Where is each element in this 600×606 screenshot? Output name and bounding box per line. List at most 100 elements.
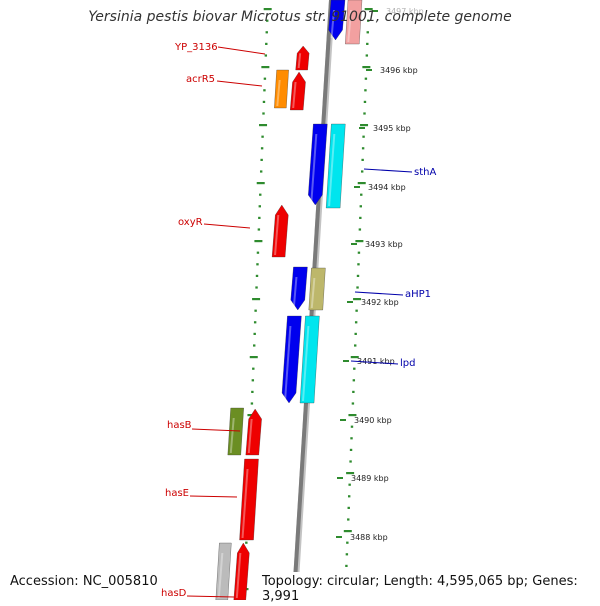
tick-right	[345, 565, 347, 567]
tick-left	[251, 391, 253, 393]
tick-right	[355, 240, 363, 242]
tick-left	[261, 66, 269, 68]
kbp-tick	[366, 69, 372, 71]
gene-label-lpd: lpd	[400, 358, 415, 369]
tick-left	[261, 147, 263, 149]
kbp-label: 3495 kbp	[373, 124, 411, 133]
tick-left	[257, 182, 265, 184]
tick-right	[356, 286, 358, 288]
genome-title: Yersinia pestis biovar Microtus str. 910…	[0, 9, 600, 25]
tick-left	[252, 379, 254, 381]
kbp-label: 3496 kbp	[380, 66, 418, 75]
tick-left	[252, 368, 254, 370]
kbp-tick	[354, 186, 360, 188]
tick-right	[361, 159, 363, 161]
tick-left	[260, 170, 262, 172]
tick-left	[255, 286, 257, 288]
tick-left	[254, 321, 256, 323]
kbp-label: 3488 kbp	[350, 533, 388, 542]
gene-box-gray	[216, 543, 232, 600]
tick-right	[366, 43, 368, 45]
leader-line-left	[218, 47, 265, 54]
topology-info: Topology: circular; Length: 4,595,065 bp…	[258, 572, 600, 606]
tick-left	[245, 542, 247, 544]
gene-label-hase: hasE	[165, 488, 189, 499]
tick-right	[359, 228, 361, 230]
tick-right	[362, 66, 370, 68]
gene-box-hasb	[228, 408, 244, 455]
tick-right	[362, 147, 364, 149]
leader-line-right	[364, 169, 412, 172]
tick-left	[256, 275, 258, 277]
tick-right	[361, 170, 363, 172]
tick-right	[360, 194, 362, 196]
tick-left	[258, 217, 260, 219]
tick-right	[352, 391, 354, 393]
tick-left	[258, 228, 260, 230]
tick-right	[358, 252, 360, 254]
gene-label-yp3136: YP_3136	[174, 42, 218, 53]
kbp-tick	[337, 477, 343, 479]
tick-right	[357, 275, 359, 277]
gene-label-oxyr: oxyR	[178, 217, 203, 228]
leader-line-left	[217, 81, 262, 86]
kbp-label: 3492 kbp	[361, 298, 399, 307]
tick-left	[265, 54, 267, 56]
gene-label-hasd: hasD	[161, 588, 187, 599]
tick-left	[260, 159, 262, 161]
tick-right	[360, 205, 362, 207]
kbp-tick	[343, 360, 349, 362]
tick-left	[254, 240, 262, 242]
gene-label-acrr5: acrR5	[186, 74, 215, 85]
gene-arrow-hasd	[234, 543, 250, 600]
kbp-tick	[351, 243, 357, 245]
tick-right	[354, 333, 356, 335]
accession-label: Accession: NC_005810	[6, 572, 162, 591]
tick-left	[253, 333, 255, 335]
tick-right	[348, 495, 350, 497]
tick-left	[263, 101, 265, 103]
gene-arrow-oxyr	[272, 205, 288, 257]
leader-line-right	[355, 292, 403, 295]
tick-right	[363, 112, 365, 114]
tick-right	[360, 124, 368, 126]
tick-right	[353, 368, 355, 370]
tick-right	[364, 101, 366, 103]
tick-right	[362, 136, 364, 138]
gene-box-orange	[274, 70, 288, 108]
tick-left	[262, 112, 264, 114]
kbp-tick	[336, 536, 342, 538]
tick-right	[354, 344, 356, 346]
kbp-tick	[359, 127, 365, 129]
tick-left	[252, 298, 260, 300]
tick-left	[256, 263, 258, 265]
tick-right	[351, 426, 353, 428]
tick-right	[357, 263, 359, 265]
kbp-tick	[340, 419, 346, 421]
kbp-label: 3490 kbp	[354, 416, 392, 425]
tick-right	[348, 484, 350, 486]
tick-left	[266, 31, 268, 33]
kbp-label: 3493 kbp	[365, 240, 403, 249]
tick-right	[350, 437, 352, 439]
tick-left	[263, 89, 265, 91]
tick-left	[254, 310, 256, 312]
tick-left	[259, 124, 267, 126]
leader-line-left	[204, 224, 250, 228]
tick-left	[259, 205, 261, 207]
tick-left	[261, 136, 263, 138]
tick-right	[344, 530, 352, 532]
tick-right	[355, 310, 357, 312]
tick-right	[365, 78, 367, 80]
tick-right	[347, 518, 349, 520]
leader-line-left	[190, 496, 237, 497]
tick-left	[265, 43, 267, 45]
tick-right	[353, 298, 361, 300]
tick-left	[257, 252, 259, 254]
tick-right	[346, 553, 348, 555]
kbp-label: 3494 kbp	[368, 183, 406, 192]
tick-right	[359, 217, 361, 219]
tick-right	[353, 379, 355, 381]
kbp-label: 3489 kbp	[351, 474, 389, 483]
